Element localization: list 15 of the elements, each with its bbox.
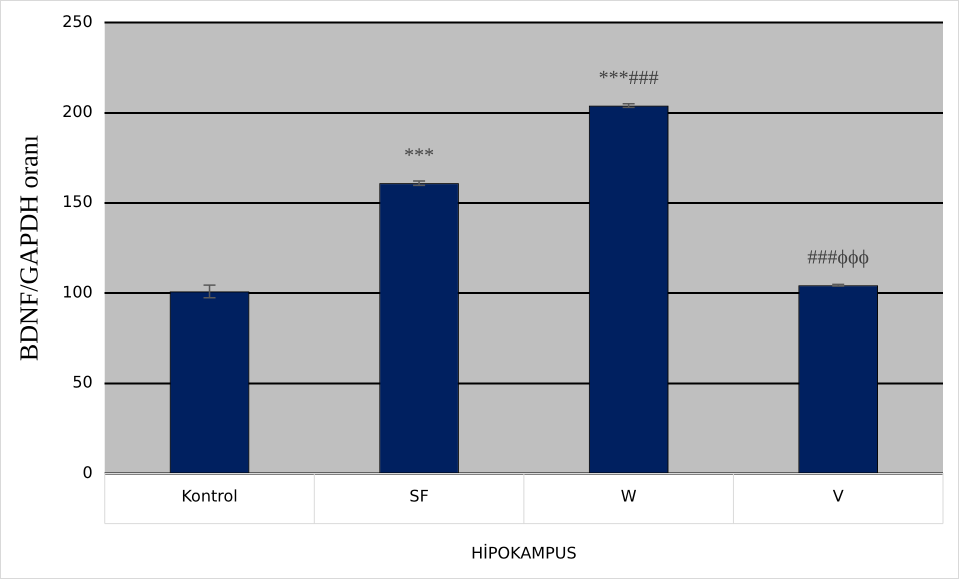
- y-tick-label: 50: [72, 372, 93, 392]
- y-tick-label: 200: [62, 102, 93, 121]
- y-tick-label: 100: [62, 282, 93, 302]
- y-tick-label: 250: [62, 12, 93, 31]
- x-tick-label: W: [620, 486, 637, 506]
- annotation: ***: [404, 144, 434, 166]
- annotation: ***###: [598, 66, 659, 89]
- y-axis-title: BDNF/GAPDH oranı: [14, 135, 44, 362]
- annotation: ###ϕϕϕ: [807, 246, 870, 269]
- x-tick-label: SF: [409, 486, 429, 506]
- y-tick-label: 0: [82, 462, 93, 482]
- x-axis-title: HİPOKAMPUS: [471, 544, 577, 563]
- x-tick-label: Kontrol: [181, 486, 238, 506]
- y-tick-label: 150: [62, 192, 93, 212]
- x-tick-label: V: [832, 486, 844, 506]
